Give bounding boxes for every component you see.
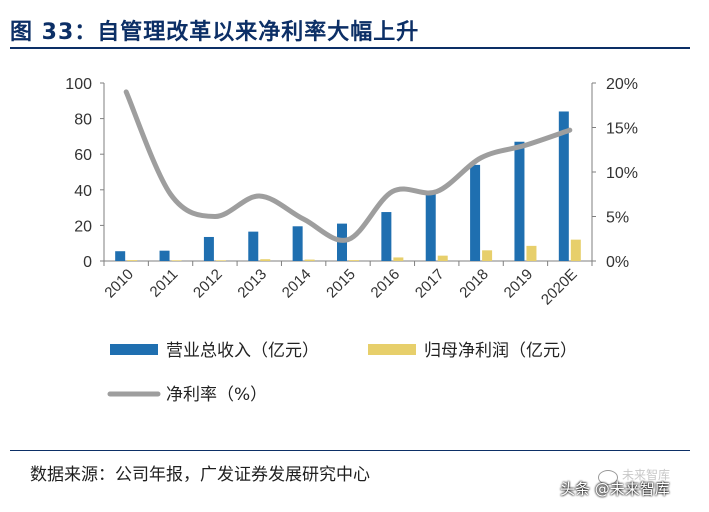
x-tick-label: 2018 — [456, 266, 492, 302]
revenue-bar — [292, 226, 303, 261]
net-profit-bar — [349, 260, 359, 261]
x-tick-label: 2014 — [279, 266, 315, 302]
revenue-bar — [514, 141, 525, 261]
right-tick-label: 20% — [606, 76, 638, 93]
net-profit-bar — [570, 239, 581, 261]
legend-label-revenue: 营业总收入（亿元） — [166, 341, 319, 361]
net-profit-bar — [304, 259, 315, 261]
left-tick-label: 60 — [74, 147, 92, 164]
revenue-bar — [159, 250, 170, 261]
source-divider — [10, 450, 690, 451]
net-profit-bar — [127, 260, 138, 261]
net-profit-bar — [215, 260, 226, 261]
net-profit-bar — [171, 260, 182, 261]
figure-title-area: 图 33：自管理改革以来净利率大幅上升 — [10, 8, 690, 48]
left-tick-label: 0 — [83, 254, 92, 271]
figure-title: 图 33：自管理改革以来净利率大幅上升 — [10, 20, 420, 45]
x-tick-label: 2017 — [412, 266, 448, 302]
x-tick-label: 2011 — [147, 266, 182, 301]
source-note: 数据来源：公司年报，广发证券发展研究中心 — [30, 465, 370, 485]
left-tick-label: 20 — [74, 218, 92, 235]
watermark-top: 未来智库 — [622, 468, 671, 482]
net-profit-bar — [482, 250, 493, 261]
x-tick-label: 2020E — [538, 266, 581, 309]
x-tick-label: 2016 — [368, 266, 404, 302]
revenue-bar — [425, 193, 436, 261]
left-tick-label: 100 — [65, 76, 92, 93]
title-divider — [10, 47, 690, 49]
net-profit-bar — [260, 259, 271, 261]
net-profit-bar — [393, 257, 404, 261]
revenue-bar — [248, 231, 259, 261]
net-profit-bar — [526, 245, 537, 261]
right-tick-label: 5% — [606, 210, 629, 227]
x-tick-label: 2012 — [190, 266, 226, 302]
x-tick-label: 2010 — [101, 266, 137, 302]
wechat-icon — [598, 470, 618, 485]
revenue-bar — [115, 251, 126, 261]
left-tick-label: 80 — [74, 112, 92, 129]
revenue-bar — [381, 212, 392, 261]
x-tick-label: 2013 — [234, 266, 270, 302]
net-profit-bar — [437, 255, 448, 261]
legend-swatch-net-profit — [368, 344, 416, 355]
left-tick-label: 40 — [74, 183, 92, 200]
right-tick-label: 10% — [606, 165, 638, 182]
x-tick-label: 2019 — [501, 266, 537, 302]
net-margin-line — [123, 89, 573, 243]
right-tick-label: 0% — [606, 254, 629, 271]
legend-label-net-profit: 归母净利润（亿元） — [424, 341, 577, 361]
x-tick-label: 2015 — [323, 266, 359, 302]
legend-swatch-revenue — [110, 344, 158, 355]
legend-label-net-margin: 净利率（%） — [166, 385, 267, 405]
revenue-bar — [470, 164, 481, 261]
revenue-bar — [203, 236, 214, 261]
right-tick-label: 15% — [606, 121, 638, 138]
revenue-bar — [558, 111, 569, 261]
watermark: 头条 @未来智库 — [560, 480, 670, 498]
